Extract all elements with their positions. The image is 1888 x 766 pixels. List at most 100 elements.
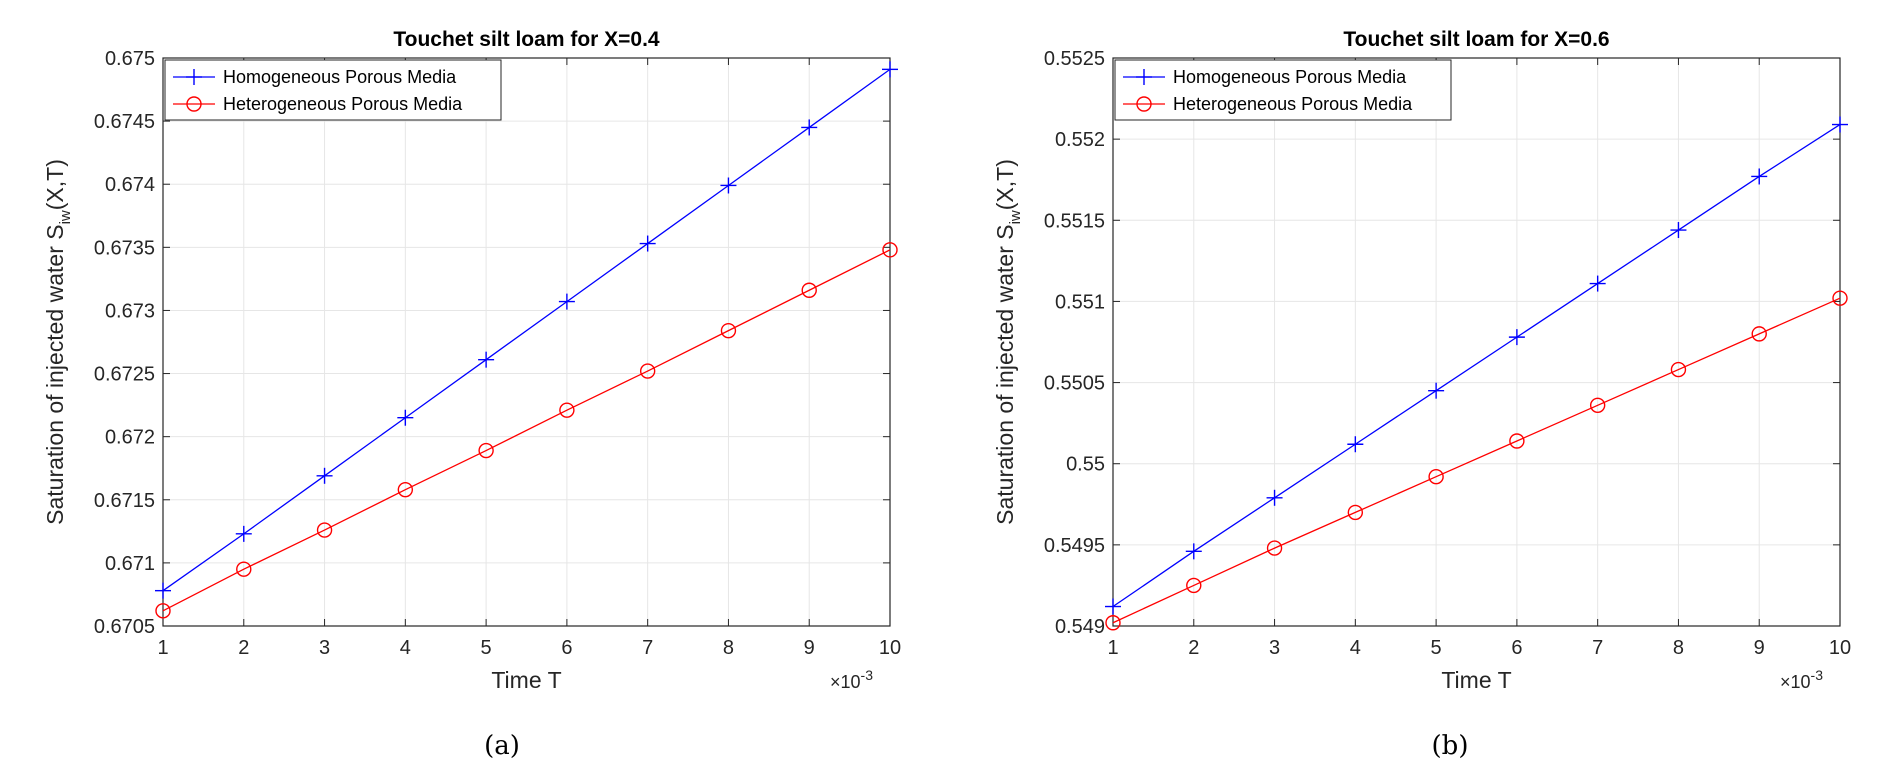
- y-tick-label: 0.551: [1055, 291, 1105, 313]
- x-tick-label: 8: [723, 637, 734, 659]
- x-tick-label: 1: [157, 637, 168, 659]
- y-tick-label: 0.6735: [94, 237, 155, 259]
- legend-box: [164, 59, 502, 121]
- legend-marker: [186, 69, 202, 85]
- data-point: [801, 119, 818, 136]
- data-point: [1428, 382, 1445, 399]
- subfigure-caption: (b): [1432, 731, 1469, 761]
- series-line: [1112, 297, 1841, 624]
- x-tick-label: 10: [879, 637, 901, 659]
- data-point: [478, 351, 495, 368]
- data-point: [1105, 598, 1121, 615]
- data-point: [559, 402, 575, 418]
- chart-title: Touchet silt loam for X=0.6: [1343, 28, 1609, 51]
- y-tick-label: 0.6745: [94, 111, 155, 133]
- y-tick-label: 0.5505: [1044, 373, 1105, 395]
- chart-1: 1 2 3 4 5 6 7 8 9 10 0.6705 0.671 0.6715 0.672 0.6725 0…: [42, 28, 901, 761]
- series-line: [1112, 123, 1841, 608]
- data-point: [1428, 468, 1444, 485]
- data-point: [155, 582, 171, 599]
- y-tick-label: 0.552: [1055, 129, 1105, 151]
- x-tick-label: 5: [481, 637, 492, 659]
- y-tick-label: 0.673: [105, 300, 155, 322]
- axes-box: [1112, 57, 1841, 627]
- data-point: [397, 409, 414, 426]
- y-tick-label: 0.6705: [94, 616, 155, 638]
- data-point: [1751, 326, 1767, 342]
- x-tick-label: 1: [1107, 637, 1118, 659]
- data-point: [882, 61, 898, 78]
- legend: Homogeneous Porous Media Heterogeneous Po…: [164, 59, 502, 121]
- data-point: [1751, 168, 1768, 185]
- data-point: [1832, 290, 1848, 306]
- x-axis-exponent: ×10-3: [1780, 667, 1823, 692]
- legend-box: [1114, 59, 1452, 121]
- data-point: [1266, 540, 1283, 556]
- data-point: [236, 561, 252, 577]
- x-axis-label: Time T: [491, 667, 561, 693]
- data-point: [1186, 577, 1202, 594]
- x-axis-label: Time T: [1441, 667, 1511, 693]
- data-point: [1670, 361, 1687, 378]
- data-point: [639, 363, 656, 379]
- x-tick-label: 7: [642, 637, 653, 659]
- data-point: [397, 481, 414, 498]
- legend-label: Homogeneous Porous Media: [223, 67, 457, 87]
- data-point: [155, 603, 171, 619]
- y-tick-label: 0.5525: [1044, 48, 1105, 70]
- y-axis-label: Saturation of injected water Siw(X,T): [992, 159, 1024, 525]
- data-point: [1589, 397, 1606, 413]
- x-tick-label: 5: [1431, 637, 1442, 659]
- x-tick-label: 7: [1592, 637, 1603, 659]
- data-point: [1266, 489, 1283, 506]
- series-line: [162, 68, 891, 592]
- legend: Homogeneous Porous Media Heterogeneous Po…: [1114, 59, 1452, 121]
- data-point: [720, 322, 737, 339]
- x-tick-label: 9: [804, 637, 815, 659]
- axes-box: [162, 57, 891, 627]
- data-point: [1347, 436, 1364, 453]
- y-tick-label: 0.55: [1066, 454, 1105, 476]
- x-tick-label: 8: [1673, 637, 1684, 659]
- chart-title: Touchet silt loam for X=0.4: [393, 28, 660, 51]
- y-tick-label: 0.5515: [1044, 210, 1105, 232]
- data-point: [478, 442, 494, 459]
- series-homogeneous: [1105, 116, 1848, 615]
- series-homogeneous: [155, 61, 898, 599]
- legend-label: Heterogeneous Porous Media: [223, 94, 463, 114]
- data-point: [316, 522, 333, 538]
- x-tick-label: 6: [1511, 637, 1522, 659]
- y-tick-label: 0.672: [105, 427, 155, 449]
- y-tick-label: 0.671: [105, 553, 155, 575]
- data-point: [1670, 222, 1687, 239]
- y-tick-label: 0.5495: [1044, 535, 1105, 557]
- x-tick-label: 3: [1269, 637, 1280, 659]
- x-tick-label: 9: [1754, 637, 1765, 659]
- y-tick-label: 0.6725: [94, 364, 155, 386]
- x-tick-label: 2: [1188, 637, 1199, 659]
- y-tick-label: 0.675: [105, 48, 155, 70]
- data-point: [1347, 504, 1364, 521]
- data-point: [882, 242, 898, 258]
- data-point: [720, 177, 737, 194]
- x-tick-label: 2: [238, 637, 249, 659]
- data-point: [1105, 615, 1121, 631]
- data-point: [1832, 116, 1848, 133]
- x-tick-label: 4: [400, 637, 411, 659]
- data-point: [801, 282, 817, 298]
- subfigure-caption: (a): [484, 731, 520, 761]
- y-tick-label: 0.6715: [94, 490, 155, 512]
- y-axis-label: Saturation of injected water Siw(X,T): [42, 159, 74, 525]
- data-point: [1509, 433, 1525, 449]
- y-tick-label: 0.674: [105, 174, 155, 196]
- plot-area: [1113, 58, 1840, 626]
- series-heterogeneous: [1105, 290, 1848, 631]
- data-point: [1185, 543, 1202, 560]
- legend-marker: [1136, 69, 1152, 85]
- data-point: [1508, 329, 1525, 346]
- legend-marker: [1136, 96, 1152, 112]
- data-point: [235, 525, 252, 542]
- series-heterogeneous: [155, 242, 898, 619]
- x-tick-label: 3: [319, 637, 330, 659]
